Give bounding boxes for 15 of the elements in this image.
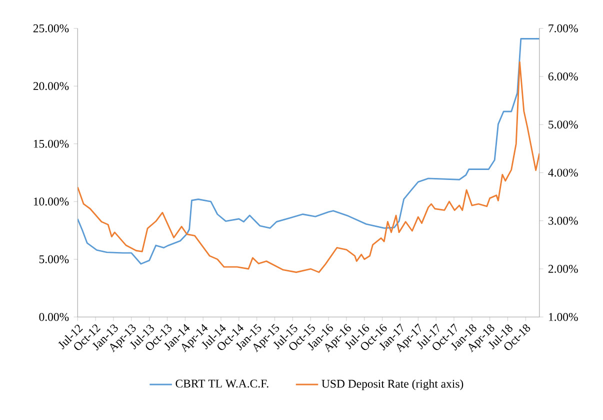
y2-tick-label: 5.00%: [548, 120, 578, 129]
y-tick-label: 5.00%: [39, 255, 69, 264]
y2-tick-label: 2.00%: [548, 265, 578, 274]
y2-tick-label: 3.00%: [548, 216, 578, 225]
y2-tick-label: 1.00%: [548, 313, 578, 322]
y2-tick-label: 7.00%: [548, 24, 578, 32]
legend-label: USD Deposit Rate (right axis): [322, 380, 464, 390]
y-tick-label: 20.00%: [33, 82, 69, 90]
y-tick-label: 10.00%: [34, 198, 69, 206]
y2-tick-label: 6.00%: [548, 72, 578, 81]
y-tick-label: 25.00%: [33, 24, 69, 32]
y2-tick-label: 4.00%: [548, 168, 578, 177]
y-tick-label: 0.00%: [39, 313, 69, 322]
legend-label: CBRT TL W.A.C.F.: [176, 380, 268, 388]
y-tick-label: 15.00%: [34, 140, 69, 148]
